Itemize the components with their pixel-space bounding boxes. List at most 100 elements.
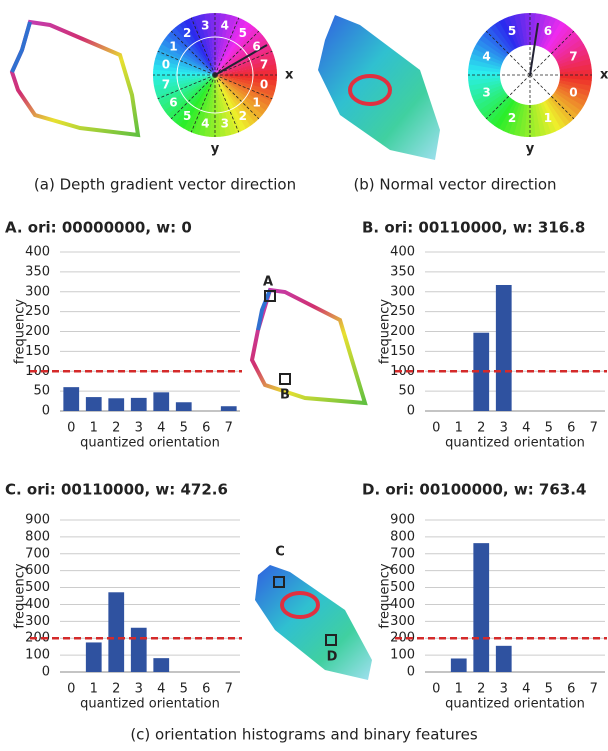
y-tick-label: 0 xyxy=(42,404,50,419)
y-tick-label: 400 xyxy=(25,245,50,260)
x-tick-label: 4 xyxy=(157,682,165,697)
marker-label: C xyxy=(275,545,285,560)
wheel-label: 4 xyxy=(221,18,229,32)
x-tick-label: 2 xyxy=(112,682,120,697)
y-tick-label: 400 xyxy=(390,597,415,612)
x-axis-label: quantized orientation xyxy=(445,436,585,451)
axis-name: y xyxy=(211,142,220,157)
x-tick-label: 7 xyxy=(590,421,598,436)
bar xyxy=(108,592,124,672)
caption: (c) orientation histograms and binary fe… xyxy=(130,726,478,744)
x-tick-label: 6 xyxy=(567,421,575,436)
y-tick-label: 350 xyxy=(25,264,50,279)
x-tick-label: 0 xyxy=(432,421,440,436)
bar xyxy=(153,658,169,672)
x-tick-label: 3 xyxy=(135,682,143,697)
axis-name: x xyxy=(285,68,294,83)
bar xyxy=(153,392,169,411)
x-axis-label: quantized orientation xyxy=(80,697,220,712)
x-tick-label: 7 xyxy=(590,682,598,697)
y-axis-label: frequency xyxy=(13,563,28,629)
x-tick-label: 5 xyxy=(180,682,188,697)
marker-label: A xyxy=(263,275,273,290)
x-tick-label: 0 xyxy=(67,682,75,697)
axis-name: x xyxy=(600,68,608,83)
y-tick-label: 200 xyxy=(25,324,50,339)
figure: (a) Depth gradient vector direction (b) … xyxy=(0,0,608,751)
x-tick-label: 5 xyxy=(545,421,553,436)
contour-image xyxy=(12,22,138,135)
x-tick-label: 4 xyxy=(157,421,165,436)
bar xyxy=(496,646,512,672)
x-tick-label: 0 xyxy=(432,682,440,697)
x-tick-label: 1 xyxy=(455,421,463,436)
y-tick-label: 600 xyxy=(25,563,50,578)
x-tick-label: 7 xyxy=(225,682,233,697)
caption: (b) Normal vector direction xyxy=(353,176,556,194)
x-tick-label: 4 xyxy=(522,682,530,697)
marker-box xyxy=(280,374,290,384)
wheel-label: 3 xyxy=(201,18,209,32)
y-tick-label: 250 xyxy=(390,304,415,319)
x-axis-label: quantized orientation xyxy=(80,436,220,451)
x-tick-label: 2 xyxy=(112,421,120,436)
chart-title: D. ori: 00100000, w: 763.4 xyxy=(362,481,586,499)
contour-image xyxy=(12,22,30,72)
y-tick-label: 50 xyxy=(398,384,415,399)
wheel-label: 3 xyxy=(221,117,229,131)
wheel-label: 1 xyxy=(252,95,260,109)
wheel-label: 5 xyxy=(183,109,191,123)
x-tick-label: 1 xyxy=(90,682,98,697)
bar xyxy=(86,397,102,411)
y-tick-label: 500 xyxy=(390,580,415,595)
x-tick-label: 7 xyxy=(225,421,233,436)
y-tick-label: 700 xyxy=(25,546,50,561)
y-tick-label: 250 xyxy=(25,304,50,319)
bar xyxy=(108,398,124,411)
y-tick-label: 0 xyxy=(407,404,415,419)
wheel-label: 2 xyxy=(508,111,516,125)
chart-title: C. ori: 00110000, w: 472.6 xyxy=(5,481,228,499)
y-tick-label: 350 xyxy=(390,264,415,279)
x-tick-label: 4 xyxy=(522,421,530,436)
wheel-label: 0 xyxy=(162,58,170,72)
chart-title: A. ori: 00000000, w: 0 xyxy=(5,219,192,237)
x-tick-label: 0 xyxy=(67,421,75,436)
wheel-label: 5 xyxy=(508,24,516,38)
page: (a) Depth gradient vector direction (b) … xyxy=(0,0,608,751)
x-tick-label: 2 xyxy=(477,421,485,436)
wheel-label: 4 xyxy=(201,117,209,131)
y-tick-label: 900 xyxy=(390,513,415,528)
x-tick-label: 6 xyxy=(567,682,575,697)
wheel-label: 1 xyxy=(544,111,552,125)
y-tick-label: 700 xyxy=(390,546,415,561)
y-tick-label: 800 xyxy=(390,529,415,544)
wheel-label: 4 xyxy=(482,50,490,64)
x-tick-label: 3 xyxy=(500,682,508,697)
y-tick-label: 600 xyxy=(390,563,415,578)
x-tick-label: 3 xyxy=(500,421,508,436)
y-tick-label: 300 xyxy=(390,614,415,629)
wheel-label: 5 xyxy=(239,26,247,40)
y-tick-label: 200 xyxy=(390,324,415,339)
x-axis-label: quantized orientation xyxy=(445,697,585,712)
y-axis-label: frequency xyxy=(13,299,28,365)
caption: (a) Depth gradient vector direction xyxy=(34,176,296,194)
bar xyxy=(451,658,467,672)
marker-label: D xyxy=(327,650,338,665)
y-tick-label: 0 xyxy=(42,665,50,680)
wheel-label: 1 xyxy=(169,40,177,54)
wheel-label: 3 xyxy=(482,85,490,99)
contour-image xyxy=(252,290,365,403)
wheel-label: 0 xyxy=(569,85,577,99)
bar xyxy=(131,398,147,411)
iron-image xyxy=(318,15,440,160)
wheel-label: 7 xyxy=(569,50,577,64)
y-tick-label: 500 xyxy=(25,580,50,595)
y-tick-label: 100 xyxy=(390,648,415,663)
bar xyxy=(496,285,512,411)
y-axis-label: frequency xyxy=(378,299,393,365)
wheel-label: 6 xyxy=(544,24,552,38)
x-tick-label: 5 xyxy=(180,421,188,436)
marker-label: B xyxy=(280,388,290,403)
